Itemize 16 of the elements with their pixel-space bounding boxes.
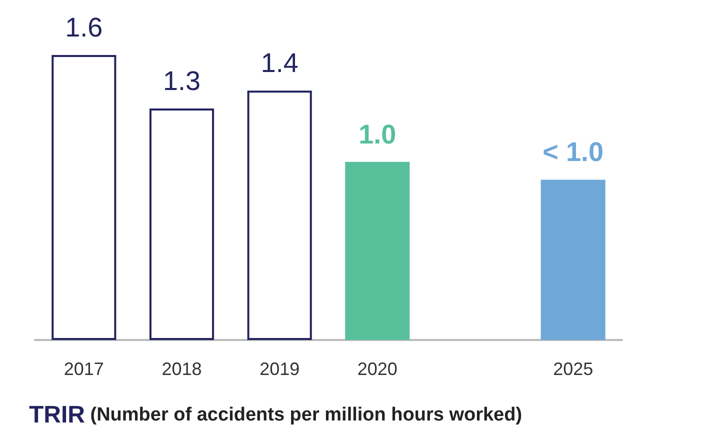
bar [52,55,116,340]
x-tick-label: 2025 [553,359,594,379]
data-label: 1.0 [358,119,396,150]
bar [247,90,312,340]
data-label: < 1.0 [542,137,604,168]
bar [149,108,214,340]
text: TRIR (Number of accidents per million hours worked) [29,402,522,428]
x-tick-label: 2017 [64,359,104,379]
x-tick-label: 2018 [162,359,202,379]
bar [345,162,410,340]
data-label: 1.6 [65,12,103,42]
bar [540,180,606,340]
data-label: 1.4 [260,48,298,78]
x-tick-label: 2020 [357,359,398,379]
data-label: 1.3 [162,66,201,96]
x-tick-label: 2019 [260,359,300,379]
